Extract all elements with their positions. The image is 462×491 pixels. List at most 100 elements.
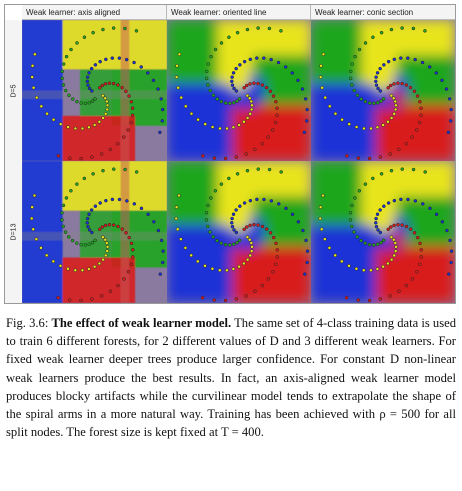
- training-point: [103, 223, 108, 228]
- training-point: [301, 228, 305, 233]
- training-point: [208, 88, 212, 93]
- training-point: [256, 26, 260, 30]
- training-point: [256, 223, 260, 227]
- training-point: [396, 222, 400, 227]
- training-point: [333, 253, 337, 258]
- training-point: [399, 197, 403, 202]
- training-point: [56, 295, 60, 300]
- training-point: [266, 277, 271, 281]
- training-point: [230, 79, 234, 84]
- training-point: [85, 79, 90, 84]
- training-point: [159, 238, 164, 243]
- training-point: [159, 97, 163, 101]
- training-point: [105, 241, 109, 245]
- training-point: [420, 60, 425, 65]
- training-point: [158, 272, 163, 276]
- training-point: [30, 75, 34, 79]
- training-point: [75, 241, 79, 245]
- training-point: [418, 241, 422, 246]
- training-point: [373, 221, 378, 225]
- training-point: [212, 156, 217, 160]
- training-point: [245, 93, 250, 98]
- training-point: [227, 176, 231, 181]
- training-point: [245, 27, 250, 32]
- training-point: [321, 52, 326, 57]
- training-point: [411, 26, 416, 31]
- training-point: [213, 47, 218, 52]
- training-point: [227, 35, 231, 39]
- training-point: [375, 242, 380, 247]
- training-point: [392, 112, 396, 116]
- training-point: [242, 86, 246, 90]
- training-point: [69, 189, 73, 193]
- training-point: [234, 230, 239, 235]
- training-point: [101, 257, 105, 262]
- training-point: [223, 156, 228, 161]
- training-point: [146, 212, 150, 217]
- training-point: [127, 235, 131, 240]
- training-point: [86, 224, 90, 229]
- training-point: [158, 130, 162, 135]
- training-point: [174, 205, 179, 209]
- training-point: [105, 103, 110, 108]
- training-point: [367, 298, 372, 303]
- training-point: [419, 255, 424, 259]
- training-point: [304, 119, 309, 123]
- training-point: [375, 267, 380, 271]
- training-point: [131, 255, 135, 259]
- training-point: [90, 230, 94, 235]
- training-point: [75, 99, 79, 104]
- training-point: [67, 298, 72, 302]
- training-point: [234, 155, 239, 159]
- training-point: [83, 101, 88, 106]
- training-point: [60, 218, 64, 222]
- training-point: [279, 29, 283, 33]
- training-point: [175, 227, 180, 231]
- column-title-oriented-line: Weak learner: oriented line: [167, 5, 311, 20]
- training-point: [267, 167, 272, 172]
- training-point: [99, 152, 104, 156]
- training-point: [408, 227, 413, 231]
- training-point: [414, 128, 419, 132]
- training-point: [381, 97, 386, 101]
- training-point: [39, 246, 43, 250]
- classification-posterior-map: [167, 20, 311, 161]
- training-point: [440, 78, 444, 83]
- training-point: [248, 57, 253, 62]
- training-point: [73, 126, 78, 131]
- training-point: [231, 71, 236, 75]
- training-point: [210, 267, 215, 271]
- training-point: [352, 88, 356, 93]
- training-point: [125, 199, 129, 203]
- training-point: [238, 204, 242, 208]
- training-point: [100, 83, 105, 88]
- training-point: [223, 101, 228, 105]
- training-point: [393, 249, 398, 253]
- training-point: [355, 93, 360, 98]
- training-point: [376, 86, 380, 91]
- training-point: [87, 71, 91, 75]
- training-point: [235, 30, 240, 35]
- training-point: [404, 224, 409, 229]
- training-point: [266, 135, 270, 139]
- training-point: [242, 120, 246, 124]
- training-point: [378, 230, 383, 235]
- training-point: [275, 255, 280, 259]
- training-point: [290, 212, 295, 217]
- training-point: [101, 168, 105, 173]
- training-point: [79, 298, 83, 303]
- training-point: [127, 94, 131, 98]
- training-point: [130, 106, 135, 110]
- training-point: [30, 64, 35, 68]
- row-label-d5-text: D=5: [10, 83, 17, 98]
- training-point: [200, 295, 205, 300]
- training-point: [66, 267, 70, 271]
- training-point: [273, 120, 278, 125]
- training-point: [174, 75, 179, 79]
- training-point: [389, 168, 394, 173]
- training-point: [271, 94, 276, 98]
- training-point: [305, 249, 310, 253]
- training-point: [248, 253, 252, 258]
- training-point: [262, 197, 266, 202]
- training-point: [319, 227, 324, 231]
